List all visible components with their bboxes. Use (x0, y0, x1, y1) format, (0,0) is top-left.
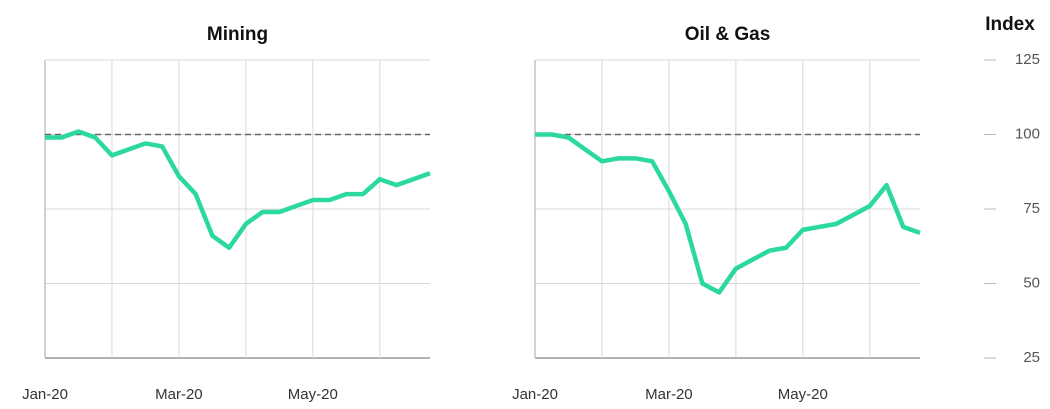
x-tick-label: Jan-20 (512, 386, 558, 403)
x-tick-label: Mar-20 (155, 386, 203, 403)
y-tick-label: 75 (1023, 200, 1040, 217)
y-tick-label: 125 (1015, 51, 1040, 68)
data-line (535, 132, 921, 295)
data-line (45, 129, 431, 250)
y-tick-label: 50 (1023, 274, 1040, 291)
chart-title: Mining (207, 24, 268, 45)
x-tick-label: Jan-20 (22, 386, 68, 403)
x-tick-label: May-20 (778, 386, 828, 403)
y-tick-label: 25 (1023, 349, 1040, 366)
y-tick-label: 100 (1015, 125, 1040, 142)
x-tick-label: May-20 (288, 386, 338, 403)
x-tick-label: Mar-20 (645, 386, 693, 403)
chart-title: Oil & Gas (685, 24, 771, 45)
y-axis-label: Index (985, 14, 1035, 35)
